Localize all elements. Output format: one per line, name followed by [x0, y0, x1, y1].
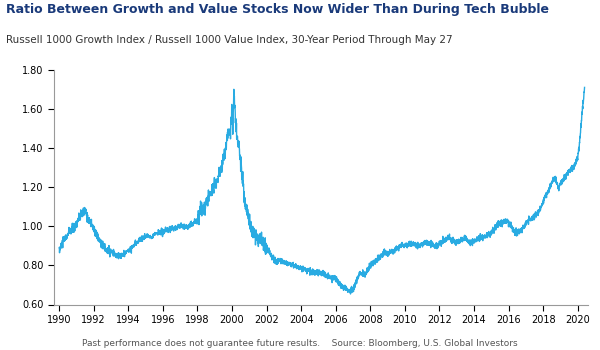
Text: Ratio Between Growth and Value Stocks Now Wider Than During Tech Bubble: Ratio Between Growth and Value Stocks No… — [6, 4, 549, 16]
Text: Past performance does not guarantee future results.    Source: Bloomberg, U.S. G: Past performance does not guarantee futu… — [82, 339, 518, 348]
Text: Russell 1000 Growth Index / Russell 1000 Value Index, 30-Year Period Through May: Russell 1000 Growth Index / Russell 1000… — [6, 35, 452, 45]
